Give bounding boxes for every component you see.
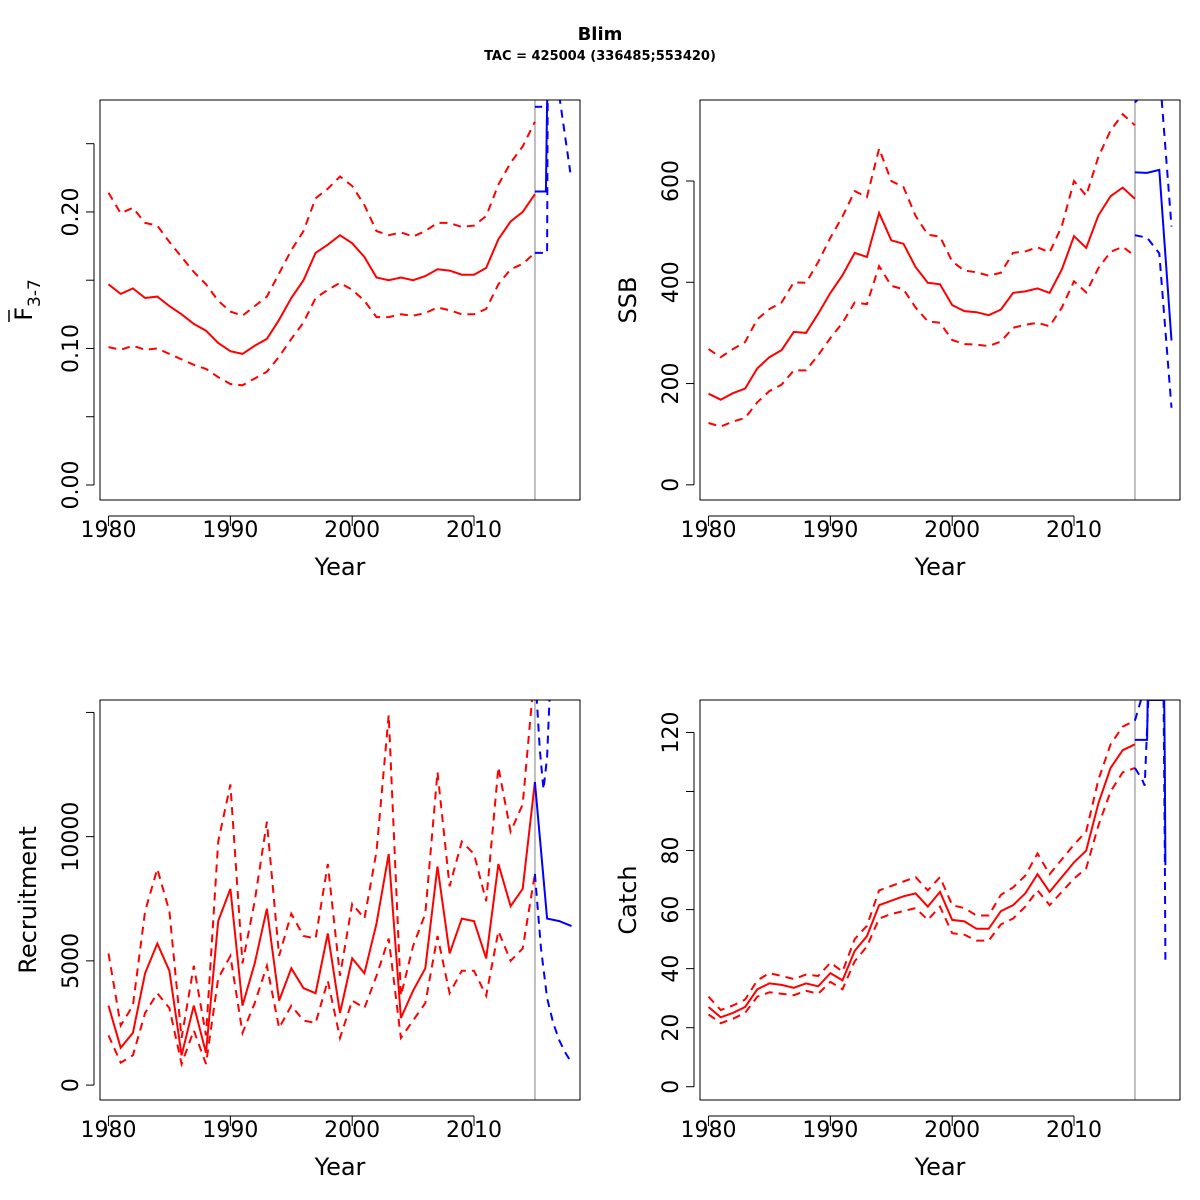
recruitment-y-axis-label: Recruitment — [14, 826, 42, 973]
fbar-history-estimate-line — [107, 193, 536, 355]
ssb-history-estimate-line — [708, 186, 1136, 401]
ssb-x-axis-label: Year — [914, 553, 966, 581]
fbar-plot-frame — [99, 99, 581, 501]
recruitment-plot-frame — [99, 699, 581, 1101]
catch-series-group — [707, 700, 1167, 1025]
figure-subtitle: TAC = 425004 (336485;553420) — [484, 49, 716, 64]
ssb-series-group — [707, 100, 1173, 428]
fbar-x-tick-label: 2000 — [324, 518, 380, 543]
panel-fbar: 1980 1990 2000 2010 0.00 0.10 0.20 Year F3-7 — [8, 99, 581, 581]
catch-x-tick-label: 2000 — [924, 1118, 980, 1143]
fbar-history-upper-line — [107, 121, 536, 317]
ssb-y-tick-label: 0 — [659, 478, 684, 492]
ssb-x-tick-label: 1980 — [681, 518, 737, 543]
recruitment-y-tick-label: 0 — [59, 1078, 84, 1092]
ssb-y-tick-label: 600 — [659, 160, 684, 202]
catch-history-lower-line — [707, 766, 1136, 1025]
fbar-y-tick-label: 0.20 — [59, 187, 84, 236]
recruitment-history-estimate-line — [107, 781, 536, 1056]
ssb-y-tick-label: 400 — [659, 261, 684, 303]
recruitment-y-tick-label: 10000 — [59, 802, 84, 872]
recruitment-forecast-estimate-line — [533, 781, 572, 928]
fbar-plot-marks: 1980 1990 2000 2010 0.00 0.10 0.20 — [8, 99, 581, 543]
fbar-y-axis-label: F3-7 — [10, 279, 45, 321]
catch-x-axis-label: Year — [914, 1153, 966, 1181]
ssb-x-tick-label: 2000 — [924, 518, 980, 543]
recruitment-history-lower-line — [107, 873, 536, 1068]
ssb-forecast-estimate-line — [1134, 168, 1173, 341]
recruitment-forecast-upper-line — [535, 700, 551, 790]
fbar-forecast-lower-line — [534, 100, 549, 254]
ssb-y-axis-label: SSB — [614, 277, 642, 324]
catch-plot-frame — [699, 699, 1181, 1101]
panel-ssb: 1980 1990 2000 2010 0 200 400 600 Year SSB — [614, 99, 1181, 581]
ssb-history-lower-line — [708, 245, 1136, 428]
catch-y-tick-label: 20 — [659, 1014, 684, 1042]
fbar-x-tick-label: 1990 — [202, 518, 258, 543]
recruitment-plot-marks: 1980 1990 2000 2010 0 5000 10000 — [59, 699, 581, 1143]
fbar-y-tick-label: 0.00 — [59, 460, 84, 509]
ssb-forecast-upper-tail-line — [1160, 100, 1173, 227]
figure-title: Blim — [578, 24, 623, 45]
catch-forecast-estimate-line — [1134, 700, 1167, 866]
catch-x-tick-label: 1980 — [681, 1118, 737, 1143]
ssb-plot-frame — [699, 99, 1181, 501]
catch-history-upper-line — [707, 719, 1136, 1012]
catch-plot-marks: 1980 1990 2000 2010 0 20 40 60 80 120 — [659, 699, 1181, 1143]
fbar-series-group — [107, 100, 572, 387]
catch-x-tick-label: 1990 — [802, 1118, 858, 1143]
recruitment-x-tick-label: 1990 — [202, 1118, 258, 1143]
catch-x-tick-label: 2010 — [1046, 1118, 1102, 1143]
fbar-history-lower-line — [108, 252, 536, 387]
recruitment-series-group — [107, 700, 573, 1068]
ssb-history-upper-line — [707, 112, 1136, 359]
catch-y-tick-label: 120 — [659, 711, 684, 753]
ssb-x-tick-label: 1990 — [802, 518, 858, 543]
fbar-forecast-upper-tail-line — [558, 100, 572, 173]
recruitment-x-tick-label: 2010 — [446, 1118, 502, 1143]
recruitment-x-tick-label: 1980 — [81, 1118, 137, 1143]
recruitment-forecast-lower-line — [533, 873, 573, 1064]
catch-history-estimate-line — [707, 743, 1136, 1019]
catch-forecast-upper-line — [1133, 700, 1142, 721]
recruitment-history-upper-line — [107, 700, 534, 1039]
catch-y-tick-label: 80 — [659, 837, 684, 865]
fbar-x-tick-label: 1980 — [81, 518, 137, 543]
ssb-plot-marks: 1980 1990 2000 2010 0 200 400 600 — [659, 99, 1181, 543]
fbar-x-tick-label: 2010 — [446, 518, 502, 543]
fbar-y-axis-label-main: F — [10, 307, 38, 321]
catch-forecast-lower-line — [1134, 700, 1150, 786]
catch-y-axis-label: Catch — [614, 865, 642, 934]
panel-recruitment: 1980 1990 2000 2010 0 5000 10000 Year Recruitm… — [14, 699, 581, 1181]
fbar-y-axis-label-sub: 3-7 — [25, 279, 45, 307]
recruitment-y-tick-label: 5000 — [59, 933, 84, 989]
ssb-y-tick-label: 200 — [659, 363, 684, 405]
fbar-y-tick-label: 0.10 — [59, 324, 84, 373]
fbar-x-axis-label: Year — [314, 553, 366, 581]
ssb-forecast-lower-line — [1134, 234, 1173, 408]
catch-y-tick-label: 0 — [659, 1080, 684, 1094]
ssb-x-tick-label: 2010 — [1046, 518, 1102, 543]
panel-catch: 1980 1990 2000 2010 0 20 40 60 80 120 Year Catch — [614, 699, 1181, 1181]
recruitment-x-axis-label: Year — [314, 1153, 366, 1181]
catch-y-tick-label: 40 — [659, 955, 684, 983]
fbar-forecast-estimate-line — [534, 100, 549, 193]
recruitment-x-tick-label: 2000 — [324, 1118, 380, 1143]
catch-y-tick-label: 60 — [659, 896, 684, 924]
